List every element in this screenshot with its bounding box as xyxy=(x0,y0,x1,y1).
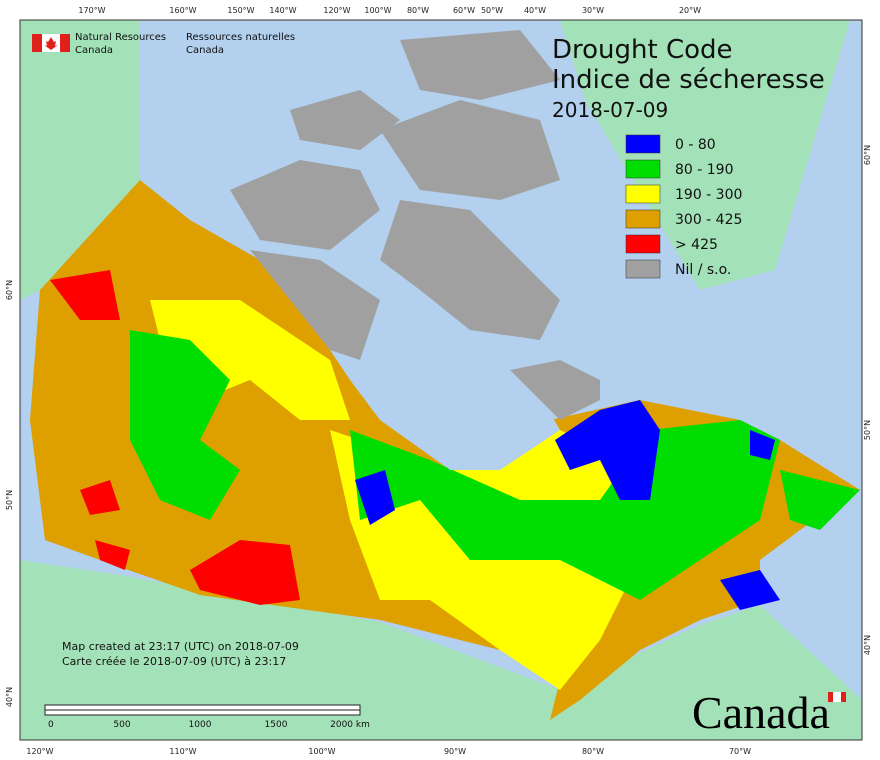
flag xyxy=(32,34,70,52)
department-en: Natural Resources xyxy=(75,32,166,43)
tick-label: 110°W xyxy=(169,747,196,756)
tick-label: 40°W xyxy=(524,6,546,15)
tick-label: 50°N xyxy=(863,420,872,440)
scale-label: 1500 xyxy=(265,720,288,730)
department-fr: Ressources naturelles xyxy=(186,32,295,43)
tick-label: 50°W xyxy=(481,6,503,15)
wordmark-flag xyxy=(828,692,846,702)
tick-label: 140°W xyxy=(269,6,296,15)
legend-swatch xyxy=(625,234,661,254)
footer-note: Carte créée le 2018-07-09 (UTC) à 23:17 xyxy=(62,655,286,668)
tick-label: 60°N xyxy=(5,280,14,300)
legend-label: Nil / s.o. xyxy=(675,262,731,278)
legend-label: 80 - 190 xyxy=(675,162,734,178)
scale-label: 1000 xyxy=(189,720,212,730)
tick-label: 90°W xyxy=(444,747,466,756)
legend-label: 0 - 80 xyxy=(675,137,716,153)
scale-label: 0 xyxy=(48,720,54,730)
legend-label: > 425 xyxy=(675,237,718,253)
legend-label: 190 - 300 xyxy=(675,187,742,203)
map-title: Drought Code xyxy=(552,35,733,65)
tick-label: 60°W xyxy=(453,6,475,15)
tick-label: 150°W xyxy=(227,6,254,15)
foreign-land xyxy=(20,20,862,740)
wordmark: Canada xyxy=(692,687,830,738)
legend-swatch xyxy=(625,259,661,279)
legend-swatch xyxy=(625,184,661,204)
tick-label: 40°N xyxy=(5,687,14,707)
department-fr: Canada xyxy=(186,45,224,56)
canada xyxy=(30,180,860,720)
tick-label: 120°W xyxy=(323,6,350,15)
map-title: Indice de sécheresse xyxy=(552,65,825,95)
legend-label: 300 - 425 xyxy=(675,212,742,228)
arctic-islands xyxy=(230,30,600,420)
tick-label: 80°W xyxy=(582,747,604,756)
scale-label: 2000 km xyxy=(330,720,370,730)
tick-label: 60°N xyxy=(863,145,872,165)
scale-label: 500 xyxy=(113,720,130,730)
frame xyxy=(19,19,863,741)
department-en: Canada xyxy=(75,45,113,56)
tick-label: 170°W xyxy=(78,6,105,15)
tick-label: 40°N xyxy=(863,635,872,655)
tick-label: 20°W xyxy=(679,6,701,15)
tick-label: 30°W xyxy=(582,6,604,15)
tick-label: 100°W xyxy=(364,6,391,15)
legend-swatch xyxy=(625,134,661,154)
map-title: 2018-07-09 xyxy=(552,98,668,122)
legend-swatch xyxy=(625,159,661,179)
tick-label: 50°N xyxy=(5,490,14,510)
legend-swatch xyxy=(625,209,661,229)
tick-label: 160°W xyxy=(169,6,196,15)
footer-note: Map created at 23:17 (UTC) on 2018-07-09 xyxy=(62,640,299,653)
tick-label: 70°W xyxy=(729,747,751,756)
tick-label: 80°W xyxy=(407,6,429,15)
tick-label: 100°W xyxy=(308,747,335,756)
tick-label: 120°W xyxy=(26,747,53,756)
